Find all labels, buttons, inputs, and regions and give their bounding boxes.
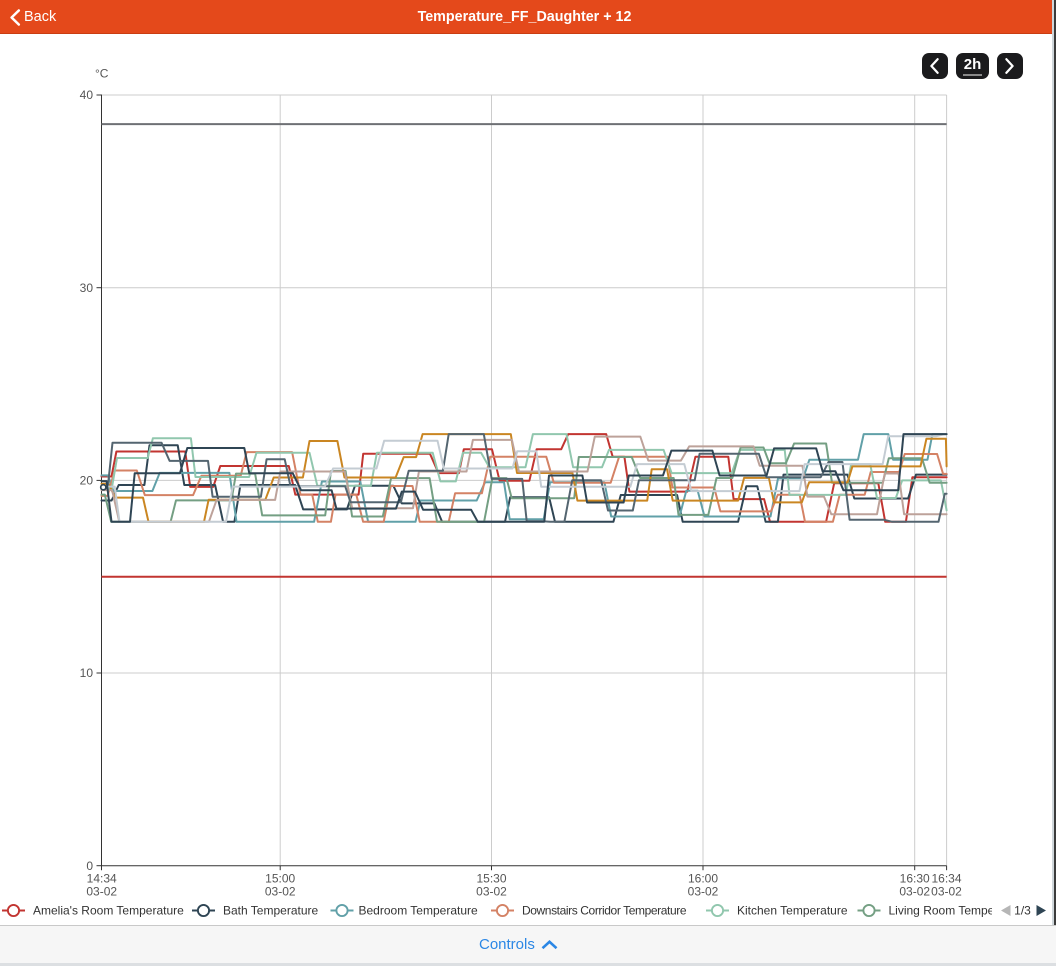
- svg-text:1/3: 1/3: [1014, 904, 1031, 918]
- svg-text:0: 0: [86, 859, 93, 873]
- svg-text:03-02: 03-02: [899, 885, 930, 899]
- svg-text:03-02: 03-02: [688, 885, 719, 899]
- svg-text:Kitchen Temperature: Kitchen Temperature: [737, 904, 848, 918]
- svg-text:14:34: 14:34: [87, 872, 117, 886]
- svg-text:Living Room Temperature: Living Room Temperature: [889, 904, 1027, 918]
- svg-text:30: 30: [80, 281, 94, 295]
- svg-text:°C: °C: [95, 67, 109, 81]
- svg-text:Bath Temperature: Bath Temperature: [223, 904, 318, 918]
- svg-text:Downstairs Corridor Temperatur: Downstairs Corridor Temperature: [522, 904, 687, 918]
- svg-text:Amelia's Room Temperature: Amelia's Room Temperature: [33, 904, 184, 918]
- svg-text:20: 20: [80, 474, 94, 488]
- svg-text:16:30: 16:30: [900, 872, 930, 886]
- svg-text:03-02: 03-02: [476, 885, 507, 899]
- svg-text:16:00: 16:00: [688, 872, 718, 886]
- svg-text:03-02: 03-02: [931, 885, 962, 899]
- svg-text:40: 40: [80, 88, 94, 102]
- svg-text:15:30: 15:30: [476, 872, 506, 886]
- svg-text:Bedroom Temperature: Bedroom Temperature: [359, 904, 479, 918]
- svg-text:10: 10: [80, 666, 94, 680]
- svg-text:03-02: 03-02: [86, 885, 117, 899]
- svg-text:03-02: 03-02: [265, 885, 296, 899]
- svg-text:16:34: 16:34: [931, 872, 961, 886]
- svg-text:15:00: 15:00: [265, 872, 295, 886]
